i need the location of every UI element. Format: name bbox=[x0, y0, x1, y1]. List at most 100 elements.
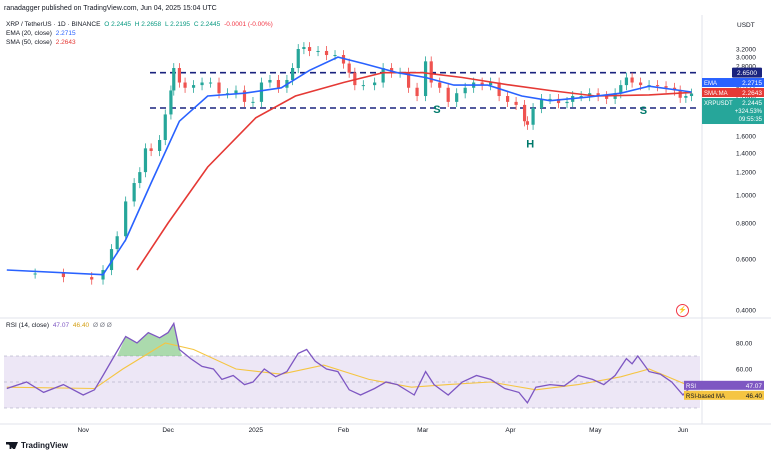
ema-legend-label: EMA (20, close) bbox=[6, 30, 52, 37]
rsi-tag bbox=[684, 390, 764, 400]
candle-body bbox=[208, 82, 213, 84]
rsi-ma-legend-value: 46.40 bbox=[72, 322, 90, 329]
price-tag-value: 2.2715 bbox=[742, 80, 762, 87]
candle-body bbox=[605, 96, 609, 99]
candle-body bbox=[302, 47, 306, 49]
price-tick-label: 1.0000 bbox=[736, 192, 756, 199]
candle-body bbox=[638, 82, 643, 86]
candle-body bbox=[143, 148, 148, 173]
price-tag-value: 2.2643 bbox=[742, 90, 762, 97]
rsi-tick-label: 80.00 bbox=[736, 341, 753, 348]
candle-body bbox=[149, 148, 153, 151]
ema20-line bbox=[6, 56, 692, 276]
candle-body bbox=[423, 61, 428, 97]
candle-body bbox=[307, 47, 312, 51]
rsi-tick-label: 60.00 bbox=[736, 367, 753, 374]
candle-body bbox=[251, 101, 255, 103]
candle-body bbox=[217, 82, 221, 94]
price-tag-name: SMA:MA bbox=[704, 91, 728, 97]
candle-body bbox=[124, 201, 128, 237]
price-tag bbox=[702, 98, 764, 125]
candle-body bbox=[268, 79, 272, 83]
candle-body bbox=[172, 68, 176, 91]
candle-body bbox=[138, 172, 142, 184]
candle-body bbox=[596, 93, 600, 97]
level-tag-label: 2.6500 bbox=[737, 70, 757, 77]
time-tick-label: Nov bbox=[77, 427, 89, 434]
candle-body bbox=[438, 82, 442, 88]
sma-legend-label: SMA (50, close) bbox=[6, 39, 52, 46]
rsi-tag-value: 47.07 bbox=[746, 383, 763, 390]
price-tag-value: 2.2445 bbox=[742, 100, 762, 107]
candle-body bbox=[522, 104, 527, 122]
price-tick-label: 1.4000 bbox=[736, 150, 756, 157]
sma-legend[interactable]: SMA (50, close) 2.2643 bbox=[6, 39, 76, 46]
low-value: L 2.2195 bbox=[164, 21, 191, 28]
candle-body bbox=[664, 86, 668, 88]
candle-body bbox=[429, 61, 433, 83]
candle-body bbox=[684, 96, 688, 98]
candle-body bbox=[109, 249, 114, 271]
candle-body bbox=[191, 85, 196, 88]
candle-body bbox=[276, 79, 281, 88]
price-tag bbox=[702, 78, 764, 88]
candle-body bbox=[506, 96, 510, 102]
price-tick-label: 3.2000 bbox=[736, 47, 756, 54]
candle-body bbox=[539, 98, 544, 108]
candle-body bbox=[489, 82, 493, 86]
ema-legend[interactable]: EMA (20, close) 2.2715 bbox=[6, 30, 76, 37]
candle-body bbox=[446, 87, 450, 102]
candle-body bbox=[381, 68, 385, 83]
price-tick-label: 0.8000 bbox=[736, 221, 756, 228]
candle-body bbox=[333, 55, 337, 57]
currency-label: USDT bbox=[737, 22, 755, 29]
candle-body bbox=[689, 93, 694, 97]
open-value: O 2.2445 bbox=[104, 21, 131, 28]
pattern-annotation: H bbox=[526, 138, 534, 150]
sma-legend-value: 2.2643 bbox=[55, 39, 76, 46]
candle-body bbox=[169, 90, 173, 115]
price-tick-label: 3.0000 bbox=[736, 55, 756, 62]
rsi-tag bbox=[684, 380, 764, 390]
candle-body bbox=[33, 273, 37, 275]
change-value: -0.0001 (-0.00%) bbox=[224, 21, 273, 28]
rsi-line bbox=[6, 321, 692, 404]
time-tick-label: Apr bbox=[505, 427, 516, 434]
flash-icon[interactable]: ⚡ bbox=[676, 304, 689, 317]
candle-body bbox=[316, 50, 320, 52]
time-tick-label: 2025 bbox=[249, 427, 264, 434]
candle-body bbox=[556, 98, 561, 104]
rsi-tag-value: 46.40 bbox=[746, 393, 763, 400]
candle-body bbox=[290, 68, 295, 80]
price-tag-name: XRPUSDT bbox=[704, 101, 733, 107]
candle-body bbox=[655, 85, 660, 87]
candle-body bbox=[415, 87, 419, 97]
candle-body bbox=[163, 114, 167, 140]
candle-body bbox=[480, 82, 484, 86]
rsi-legend[interactable]: RSI (14, close) 47.07 46.40 Ø Ø Ø bbox=[6, 322, 112, 329]
symbol-label[interactable]: XRP / TetherUS · 1D · BINANCE bbox=[6, 21, 101, 28]
rsi-tag-name: RSI-based MA bbox=[686, 394, 725, 400]
rsi-ma-line bbox=[6, 342, 692, 391]
candle-body bbox=[324, 50, 329, 56]
rsi-legend-value: 47.07 bbox=[52, 322, 70, 329]
price-tick-label: 2.8000 bbox=[736, 63, 756, 70]
candle-body bbox=[579, 96, 583, 98]
price-legend: XRP / TetherUS · 1D · BINANCE O 2.2445 H… bbox=[6, 21, 273, 28]
candle-body bbox=[132, 183, 136, 202]
price-tick-label: 2.2000 bbox=[736, 94, 756, 101]
time-tick-label: Dec bbox=[162, 427, 174, 434]
candle-body bbox=[347, 63, 351, 73]
price-tag bbox=[702, 88, 764, 98]
candle-body bbox=[463, 87, 467, 94]
price-tag-change: +324.53% bbox=[735, 109, 763, 115]
pattern-annotation: S bbox=[640, 105, 647, 117]
level-tag bbox=[732, 67, 762, 78]
candle-body bbox=[177, 68, 182, 83]
rsi-legend-label: RSI (14, close) bbox=[6, 322, 49, 329]
candle-body bbox=[200, 82, 204, 86]
candle-body bbox=[361, 85, 365, 87]
candle-body bbox=[183, 82, 187, 88]
candle-body bbox=[531, 107, 535, 125]
